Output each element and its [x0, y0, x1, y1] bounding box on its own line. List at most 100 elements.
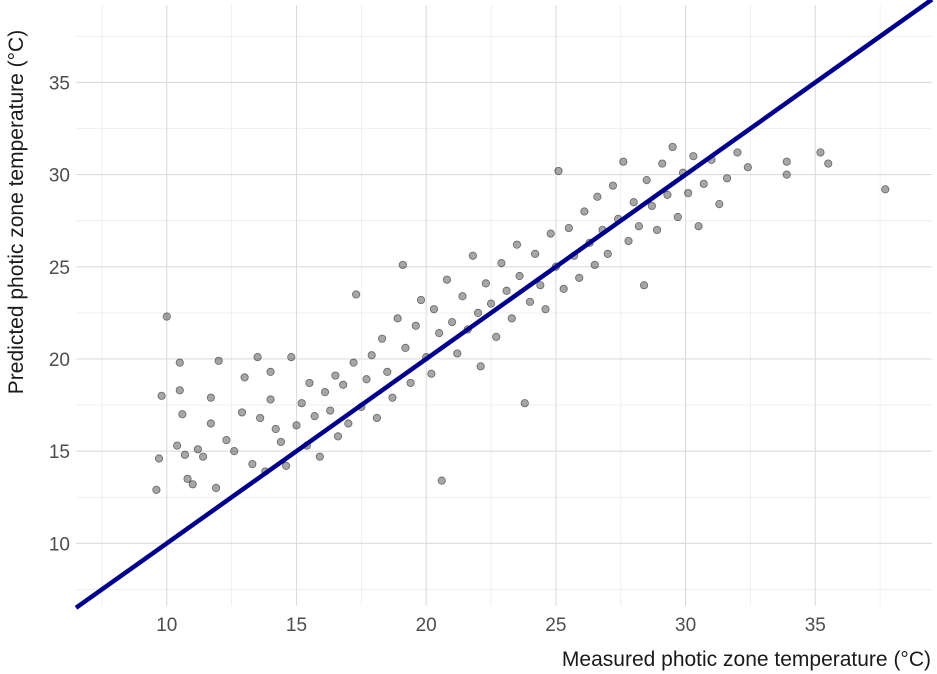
identity-line	[74, 0, 934, 610]
x-tick-label: 10	[156, 615, 177, 636]
data-point	[326, 406, 335, 415]
data-point	[367, 351, 376, 360]
data-point	[629, 198, 638, 207]
data-point	[287, 353, 296, 362]
data-point	[297, 399, 306, 408]
data-point	[639, 281, 649, 290]
data-point	[559, 284, 568, 294]
data-point	[473, 308, 483, 317]
data-point	[722, 174, 732, 183]
data-point	[824, 159, 833, 168]
data-point	[624, 236, 633, 246]
data-point	[520, 399, 529, 408]
data-point	[206, 393, 215, 402]
data-point	[458, 292, 467, 301]
x-tick-label: 35	[805, 615, 826, 636]
data-point	[199, 452, 208, 461]
data-point	[188, 480, 197, 489]
data-point	[437, 476, 446, 485]
data-point	[497, 258, 506, 268]
data-point	[271, 424, 280, 434]
data-point	[743, 163, 752, 172]
data-point	[782, 170, 791, 179]
data-point	[152, 485, 161, 494]
tick-labels: 10 15 20 25 30 35 10 15 20 25 30 35	[49, 73, 826, 636]
data-point	[178, 410, 187, 419]
data-point	[349, 358, 358, 367]
data-point	[398, 260, 407, 270]
data-point	[733, 148, 742, 157]
x-axis-title: Measured photic zone temperature (°C)	[562, 648, 931, 671]
data-point	[486, 299, 496, 308]
data-point	[593, 192, 602, 201]
y-tick-label: 25	[49, 258, 70, 279]
data-point	[193, 445, 203, 454]
data-point	[435, 329, 444, 338]
data-point	[362, 375, 371, 384]
data-point	[222, 435, 231, 445]
data-point	[442, 275, 452, 284]
data-point	[608, 181, 618, 190]
data-point	[590, 260, 599, 270]
data-point	[427, 369, 436, 378]
data-point	[668, 142, 677, 152]
reference-line-layer	[74, 0, 934, 610]
data-point	[541, 305, 550, 314]
data-point	[315, 452, 324, 461]
data-point	[881, 185, 890, 194]
data-point	[256, 413, 265, 423]
data-point	[492, 332, 501, 341]
data-point	[699, 179, 708, 188]
data-point	[352, 290, 361, 299]
data-point	[684, 188, 693, 198]
data-point	[175, 386, 184, 395]
data-point	[339, 380, 348, 389]
data-point	[694, 222, 703, 231]
data-point	[647, 201, 656, 211]
data-point	[237, 408, 247, 417]
data-point	[507, 314, 516, 323]
data-point	[162, 312, 171, 321]
y-tick-label: 30	[49, 166, 70, 187]
data-point	[411, 321, 420, 330]
data-point	[180, 450, 190, 459]
data-point	[393, 314, 402, 323]
data-point	[634, 222, 643, 231]
data-point	[476, 362, 485, 371]
minor-grid	[76, 5, 932, 606]
data-point	[453, 349, 462, 358]
x-tick-label: 15	[286, 615, 307, 636]
data-point	[619, 157, 628, 166]
data-point	[531, 249, 540, 258]
data-point	[663, 190, 672, 199]
data-point	[388, 393, 397, 402]
data-point	[715, 200, 724, 209]
data-point	[310, 412, 319, 421]
data-point	[536, 281, 545, 290]
data-point	[206, 419, 215, 428]
y-axis-title: Predicted photic zone temperature (°C)	[5, 30, 28, 394]
data-point	[448, 317, 457, 327]
major-grid	[76, 5, 932, 606]
data-point	[230, 447, 239, 456]
data-point	[240, 373, 249, 382]
data-point	[344, 419, 353, 428]
y-tick-label: 35	[49, 73, 70, 94]
data-point	[266, 395, 275, 404]
data-point	[816, 148, 825, 157]
data-point	[689, 152, 698, 161]
data-point	[406, 378, 415, 388]
data-point	[564, 223, 573, 233]
data-point	[642, 176, 651, 185]
data-point	[673, 212, 682, 222]
data-point	[214, 356, 223, 365]
x-tick-label: 30	[675, 615, 696, 636]
data-point	[525, 297, 535, 306]
data-point	[502, 286, 511, 295]
data-point	[282, 461, 291, 470]
data-point	[211, 483, 221, 493]
data-point	[515, 271, 524, 281]
data-point	[554, 166, 563, 176]
data-point	[154, 454, 164, 463]
